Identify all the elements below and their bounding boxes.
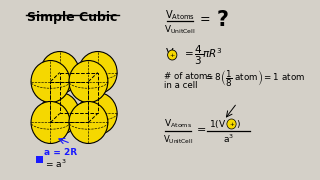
Text: Simple Cubic: Simple Cubic xyxy=(27,11,117,24)
Circle shape xyxy=(31,60,70,103)
Text: = a$^3$: = a$^3$ xyxy=(45,158,67,170)
Circle shape xyxy=(40,51,79,94)
Circle shape xyxy=(227,119,236,129)
Text: V$_{\mathregular{Unit Cell}}$: V$_{\mathregular{Unit Cell}}$ xyxy=(163,133,193,145)
Circle shape xyxy=(69,102,108,143)
Text: in a cell: in a cell xyxy=(164,81,197,90)
Text: ?: ? xyxy=(216,10,228,30)
Bar xyxy=(36,156,43,163)
Circle shape xyxy=(168,50,177,60)
Text: =: = xyxy=(200,14,211,26)
Text: # of atoms: # of atoms xyxy=(164,72,212,81)
Text: a = 2R: a = 2R xyxy=(44,148,77,158)
Text: V: V xyxy=(166,48,173,58)
Text: =: = xyxy=(196,125,206,135)
Text: +: + xyxy=(229,122,234,127)
Text: +: + xyxy=(170,53,175,57)
Text: $= \dfrac{4}{3}\pi R^3$: $= \dfrac{4}{3}\pi R^3$ xyxy=(182,43,223,67)
Circle shape xyxy=(40,93,79,134)
Text: $= 8\left(\dfrac{1}{8}\ \mathrm{atom}\right) = 1\ \mathrm{atom}$: $= 8\left(\dfrac{1}{8}\ \mathrm{atom}\ri… xyxy=(204,69,305,89)
Text: V$_{\mathregular{Atoms}}$: V$_{\mathregular{Atoms}}$ xyxy=(164,8,195,22)
Circle shape xyxy=(78,51,117,94)
Text: V$_{\mathregular{Atoms}}$: V$_{\mathregular{Atoms}}$ xyxy=(164,118,192,130)
Circle shape xyxy=(69,60,108,103)
Text: V$_{\mathregular{Unit Cell}}$: V$_{\mathregular{Unit Cell}}$ xyxy=(164,23,196,35)
Text: $1($V: $1($V xyxy=(209,118,227,130)
Text: $)$: $)$ xyxy=(236,118,241,130)
Circle shape xyxy=(31,102,70,143)
Circle shape xyxy=(78,93,117,134)
Text: a$^3$: a$^3$ xyxy=(223,133,234,145)
